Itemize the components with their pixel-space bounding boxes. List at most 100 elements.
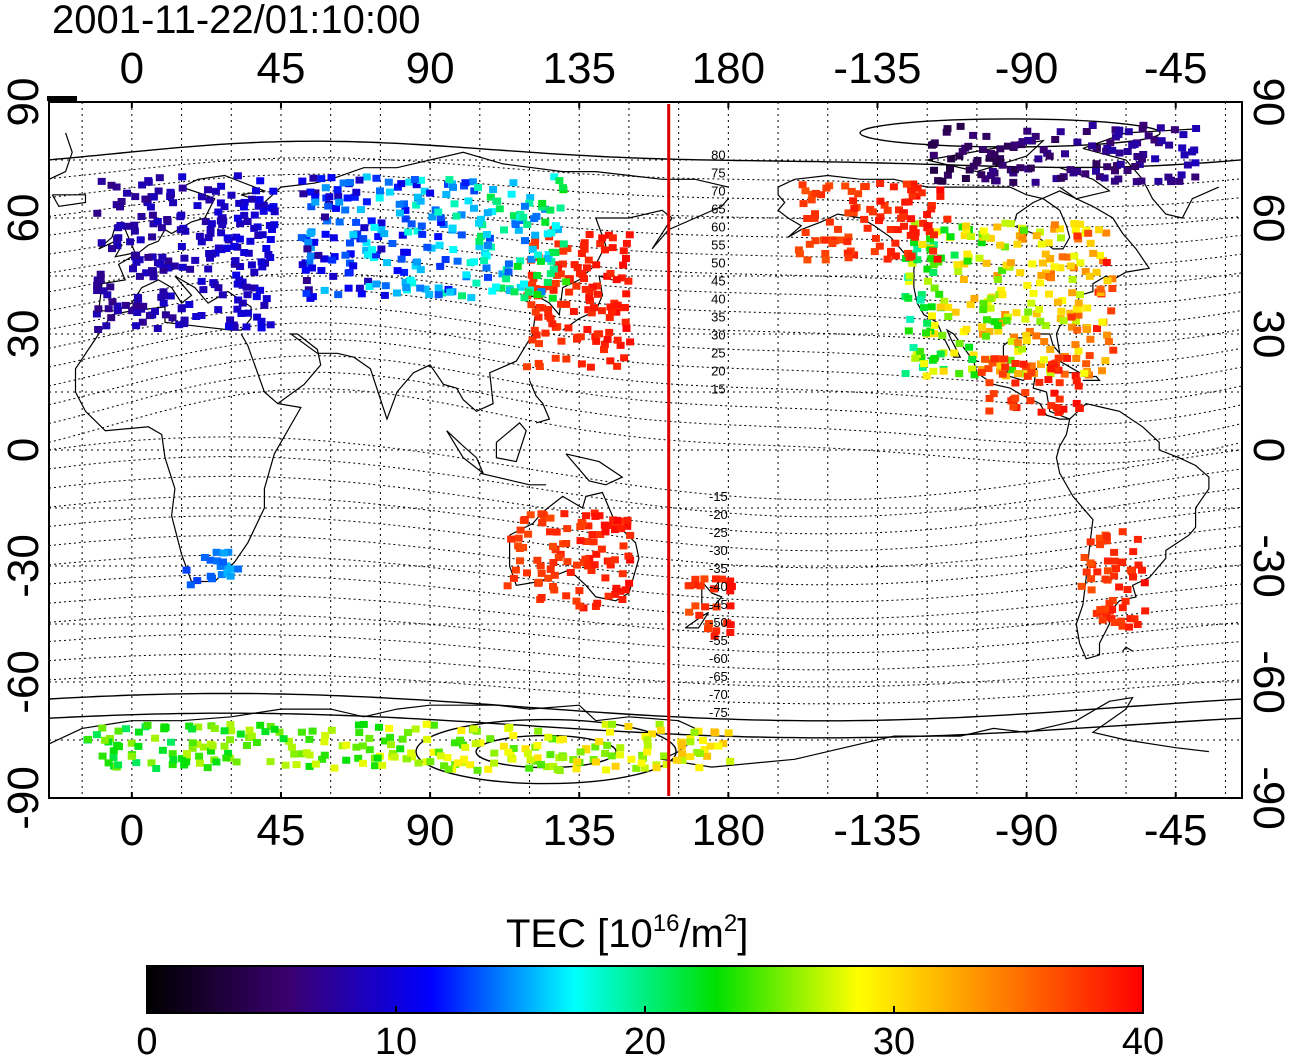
tec-cell [346, 250, 355, 258]
tec-cell [1084, 229, 1093, 237]
tec-cell [135, 272, 144, 280]
tec-cell [1096, 541, 1105, 549]
tec-cell [556, 204, 565, 212]
tec-cell [1036, 228, 1044, 236]
colorbar-tick-label: 40 [1122, 1021, 1164, 1057]
tec-cell [1072, 305, 1081, 313]
tec-cell [476, 739, 485, 747]
tec-cell [204, 265, 213, 273]
tec-cell [525, 199, 534, 207]
tec-cell [601, 574, 610, 582]
tec-cell [608, 307, 616, 315]
coastline [51, 194, 87, 208]
frame-tick [47, 96, 77, 101]
tec-cell [153, 218, 162, 225]
tec-cell [157, 293, 166, 301]
tec-cell [531, 285, 540, 293]
tec-cell [950, 251, 959, 259]
tec-cell [395, 200, 404, 208]
tec-cell [1066, 309, 1075, 317]
tec-cell [923, 224, 932, 232]
tec-cell [206, 254, 214, 262]
tec-cell [372, 251, 381, 259]
tec-cell [685, 608, 694, 616]
tec-cell [158, 253, 167, 261]
tec-cell [250, 284, 259, 292]
tec-cell [113, 242, 122, 250]
tec-cell [1082, 568, 1091, 576]
tec-cell [475, 219, 483, 227]
contour-label: 55 [711, 237, 725, 252]
tec-cell [563, 245, 572, 252]
tec-cell [919, 304, 928, 312]
tec-cell [572, 597, 581, 605]
tec-cell [911, 233, 920, 241]
contour-line [49, 614, 1242, 654]
tec-cell [333, 186, 342, 194]
tec-cell [1116, 160, 1125, 168]
tec-cell [1039, 146, 1048, 154]
tec-cell [131, 193, 140, 201]
tec-cell [578, 519, 587, 527]
tec-cell [1023, 281, 1032, 289]
top-lon-tick-label: 180 [692, 44, 765, 93]
tec-cell [959, 275, 968, 283]
tec-cell [256, 721, 265, 729]
tec-cell [1133, 153, 1142, 160]
tec-cell [1040, 338, 1049, 345]
tec-cell [1082, 360, 1091, 368]
coastline [98, 151, 729, 311]
tec-cell [178, 755, 186, 763]
tec-cell [602, 766, 611, 774]
tec-cell [381, 282, 390, 290]
tec-cell [964, 142, 973, 150]
tec-cell [619, 542, 628, 550]
tec-cell [700, 575, 709, 583]
tec-cell [1118, 622, 1127, 630]
contour-label: 70 [711, 184, 725, 199]
left-lat-tick-label: -60 [0, 650, 48, 714]
tec-cell [266, 758, 275, 766]
tec-cell [981, 233, 990, 241]
tec-cell [549, 542, 557, 550]
tec-cell [860, 183, 869, 191]
tec-cell [1092, 160, 1101, 168]
tec-cell [474, 183, 482, 191]
tec-cell [355, 729, 364, 737]
tec-cell [582, 512, 591, 520]
tec-cell [374, 233, 383, 241]
tec-cell [368, 246, 377, 254]
tec-cell [1013, 240, 1022, 248]
tec-cell [576, 537, 585, 545]
tec-cell [159, 299, 168, 307]
tec-cell [803, 215, 812, 222]
tec-cell [464, 197, 473, 205]
tec-cell [899, 209, 908, 217]
tec-cell [475, 243, 484, 251]
tec-cell [311, 760, 320, 768]
tec-cell [900, 222, 908, 230]
tec-cell [423, 243, 432, 251]
tec-cell [537, 288, 546, 296]
tec-cell [163, 216, 172, 223]
tec-cell [138, 181, 147, 189]
tec-cell [1051, 136, 1060, 143]
tec-cell [575, 602, 584, 610]
tec-cell [520, 516, 529, 523]
tec-cell [178, 173, 187, 181]
tec-cell [234, 296, 243, 304]
bottom-longitude-ticks: 0 45 90 135 180 -135 -90 -45 [120, 792, 1208, 855]
tec-cell [913, 245, 922, 253]
tec-cell [905, 272, 914, 280]
tec-cell [203, 764, 212, 772]
tec-cell [534, 727, 543, 735]
tec-cell [414, 759, 423, 767]
tec-cell [250, 224, 259, 232]
tec-cell [625, 579, 634, 587]
tec-cell [626, 531, 635, 539]
tec-cell [398, 735, 407, 743]
tec-cell [437, 218, 446, 226]
tec-cell [346, 239, 354, 247]
tec-cell [593, 290, 602, 298]
tec-cell [982, 259, 991, 267]
